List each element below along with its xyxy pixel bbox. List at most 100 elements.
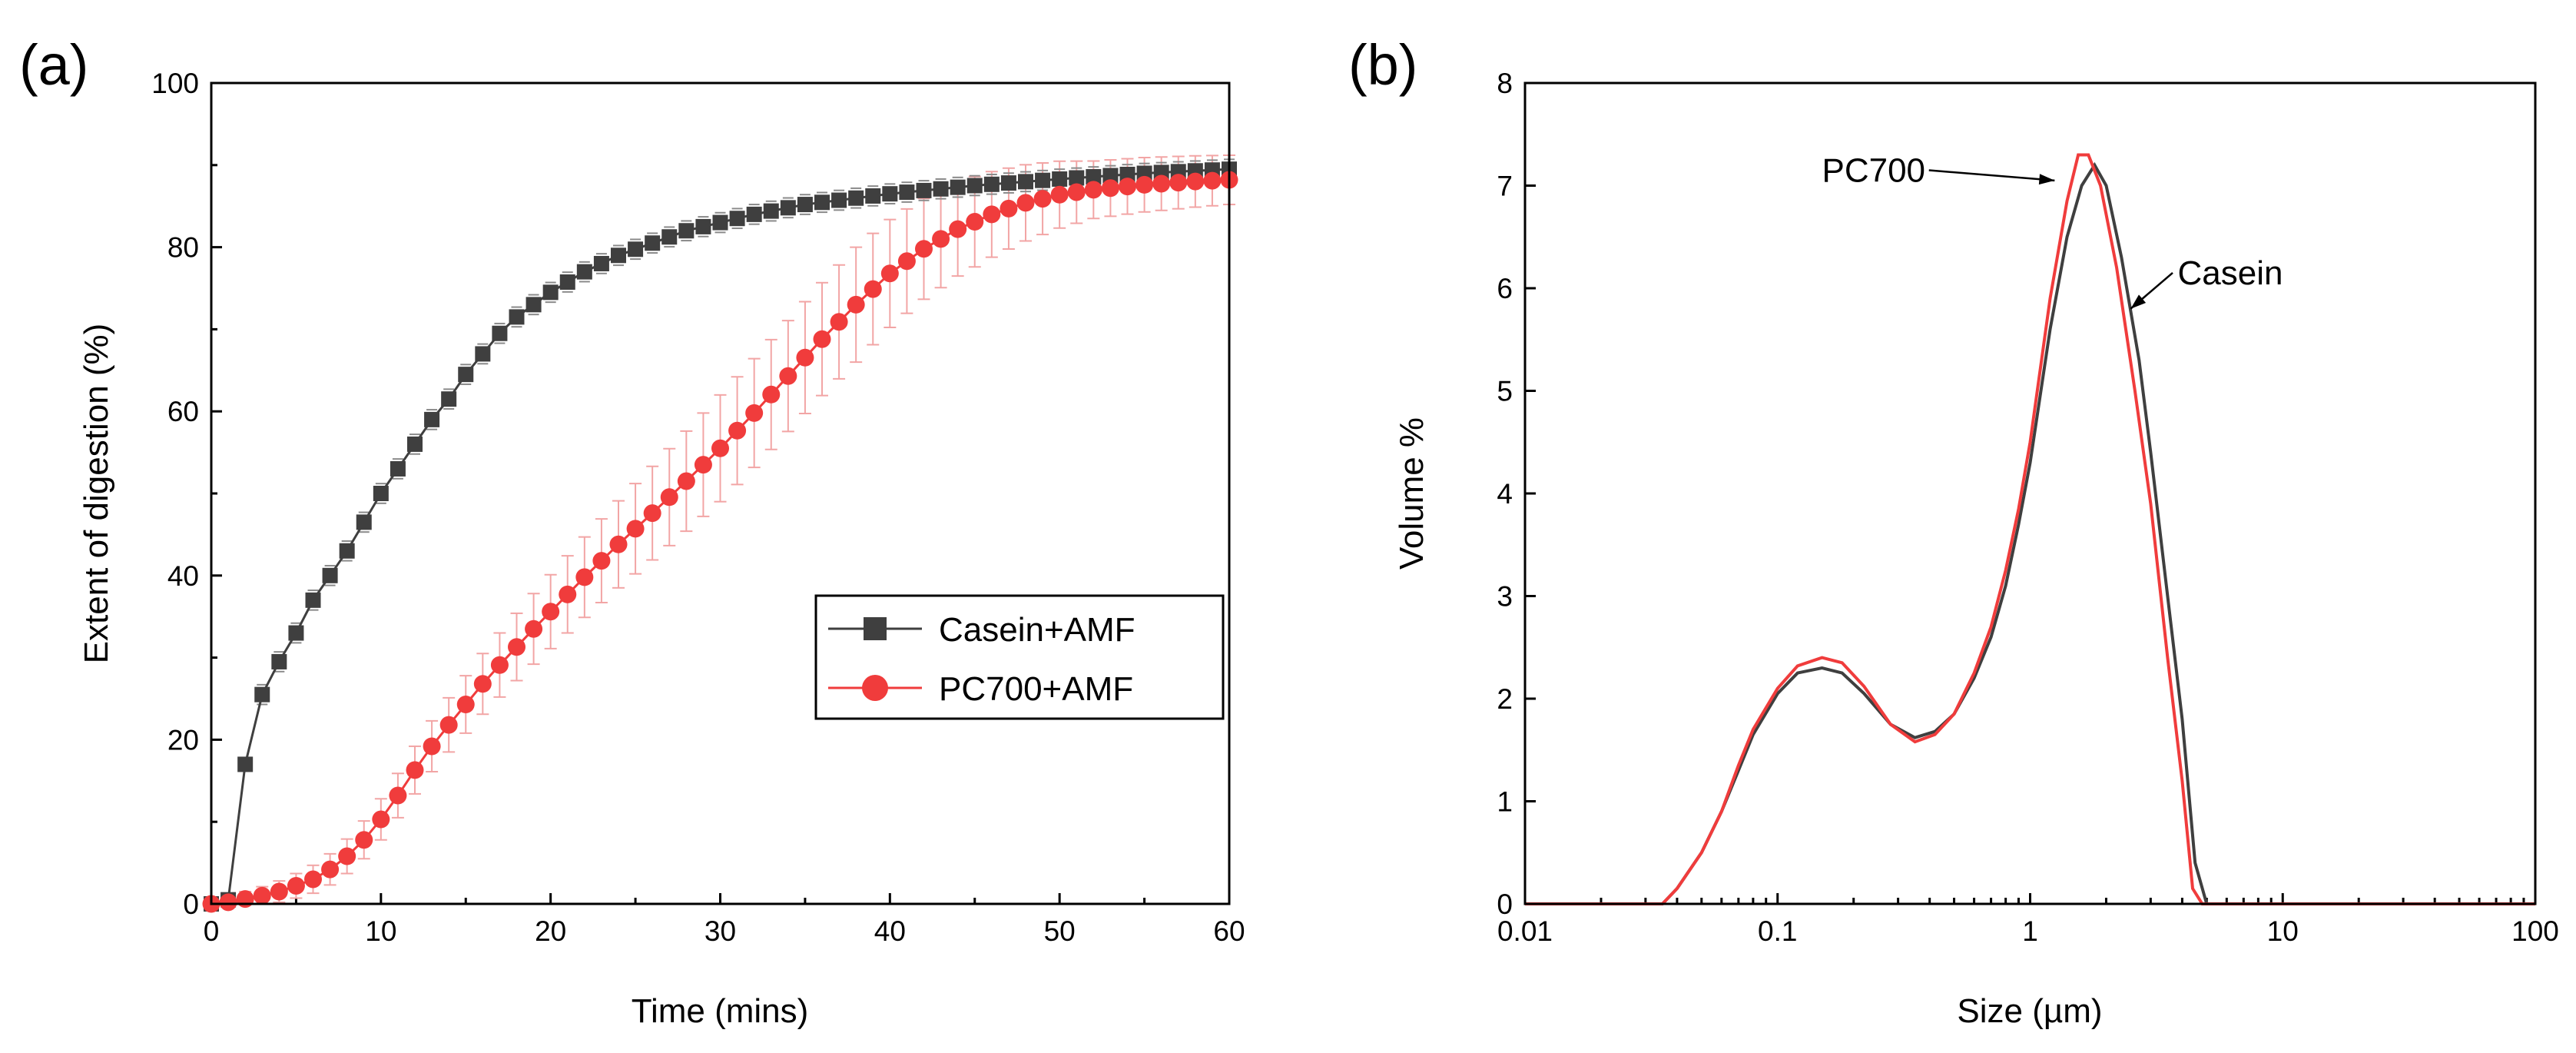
pc700-amf-marker xyxy=(830,313,848,331)
x-tick-label: 0 xyxy=(204,915,220,947)
pc700-error-bars xyxy=(239,154,1235,905)
annotation-casein-label: Casein xyxy=(2178,254,2283,292)
casein-amf-marker xyxy=(1119,166,1135,182)
pc700-amf-marker xyxy=(456,695,475,713)
casein-amf-marker xyxy=(712,214,728,231)
panel-b-plot-frame xyxy=(1523,81,2537,905)
pc700-amf-marker xyxy=(321,860,340,879)
casein-amf-marker xyxy=(1102,168,1119,184)
pc700-amf-marker xyxy=(592,552,611,570)
pc700-amf-markers xyxy=(202,171,1238,913)
panel-b-axis-ticks: 0.01 0.1 1 10 100 0 1 2 3 4 5 6 7 8 xyxy=(1497,68,2558,947)
casein-amf-marker xyxy=(559,274,575,290)
pc700-amf-marker xyxy=(1033,190,1052,208)
casein-amf-marker xyxy=(695,218,711,234)
pc700-amf-marker xyxy=(338,847,356,865)
pc700-amf-marker xyxy=(219,893,237,912)
pc700-amf-marker xyxy=(847,295,865,314)
x-tick-label: 0.01 xyxy=(1497,915,1553,947)
casein-amf-marker xyxy=(797,197,813,213)
casein-amf-marker xyxy=(525,297,542,313)
legend-box xyxy=(814,594,1225,720)
casein-amf-marker xyxy=(661,229,678,245)
panel-b-chart: (b) 0.01 0.1 1 10 100 0 1 2 3 4 5 6 7 8 Size (µm) Vol… xyxy=(1348,33,2559,1030)
pc700-amf-marker xyxy=(643,504,661,523)
x-tick-label: 10 xyxy=(365,915,396,947)
pc700-amf-marker xyxy=(745,404,764,422)
casein-amf-marker xyxy=(305,592,321,608)
pc700-amf-marker xyxy=(473,675,492,693)
casein-amf-marker xyxy=(966,178,983,194)
pc700-amf-marker xyxy=(1000,199,1018,218)
pc700-amf-marker xyxy=(304,870,322,889)
casein-amf-marker xyxy=(322,567,338,583)
casein-amf-marker xyxy=(882,186,898,202)
pc700-amf-marker xyxy=(559,585,577,603)
casein-amf-marker xyxy=(899,184,915,201)
casein-amf-markers xyxy=(204,161,1237,912)
casein-amf-marker xyxy=(356,514,372,530)
pc700-amf-marker xyxy=(1169,174,1188,192)
casein-amf-marker xyxy=(611,247,626,264)
panel-a-chart: (a) 0 10 20 30 40 50 60 0 20 40 60 80 100 Time (mins… xyxy=(19,33,1245,1030)
annotation-pc700-arrowhead xyxy=(2038,174,2055,185)
casein-amf-marker xyxy=(390,460,406,477)
y-tick-label: 1 xyxy=(1497,786,1513,818)
pc700-amf-marker xyxy=(490,656,509,674)
casein-amf-marker xyxy=(780,200,796,216)
x-tick-label: 30 xyxy=(705,915,736,947)
y-tick-label: 6 xyxy=(1497,273,1513,304)
pc700-amf-marker xyxy=(694,456,712,474)
annotation-casein: Casein xyxy=(2130,254,2283,310)
x-tick-label: 50 xyxy=(1044,915,1076,947)
pc700-amf-marker xyxy=(915,240,933,258)
pc700-amf-marker xyxy=(508,638,525,656)
pc700-amf-marker xyxy=(897,252,916,271)
pc700-amf-marker xyxy=(711,439,729,457)
legend-casein-label: Casein+AMF xyxy=(939,611,1135,649)
casein-amf-marker xyxy=(1000,175,1016,191)
casein-amf-marker xyxy=(1086,168,1102,184)
casein-amf-marker xyxy=(576,264,592,280)
y-tick-label: 40 xyxy=(167,560,199,592)
annotation-casein-arrowhead xyxy=(2130,294,2147,309)
casein-amf-marker xyxy=(950,179,966,195)
pc700-amf-marker xyxy=(864,280,882,298)
panel-b-label: (b) xyxy=(1348,33,1417,97)
pc700-amf-marker xyxy=(423,737,441,756)
pc700-amf-marker xyxy=(983,205,1001,224)
pc700-amf-marker xyxy=(1119,178,1136,196)
panel-a-legend: Casein+AMF PC700+AMF xyxy=(814,594,1225,720)
casein-amf-marker xyxy=(645,235,661,251)
pc700-amf-marker xyxy=(270,882,288,901)
x-tick-label: 40 xyxy=(874,915,906,947)
x-tick-label: 100 xyxy=(2511,915,2559,947)
x-tick-label: 10 xyxy=(2267,915,2299,947)
pc700-amf-marker xyxy=(439,716,458,734)
y-tick-label: 7 xyxy=(1497,171,1513,202)
x-tick-label: 0.1 xyxy=(1758,915,1797,947)
y-tick-label: 8 xyxy=(1497,68,1513,99)
pc700-amf-marker xyxy=(932,230,950,248)
pc700-amf-marker xyxy=(677,472,695,490)
casein-amf-marker xyxy=(763,203,779,219)
casein-amf-marker xyxy=(628,241,644,257)
pc700-amf-marker xyxy=(525,620,543,638)
casein-amf-marker xyxy=(373,486,389,501)
pc700-amf-marker xyxy=(949,220,967,238)
casein-amf-marker xyxy=(288,625,304,641)
panel-a-label: (a) xyxy=(19,33,88,97)
casein-amf-marker xyxy=(1069,170,1085,186)
y-tick-label: 60 xyxy=(167,396,199,427)
pc700-amf-marker xyxy=(660,488,678,507)
pc700-amf-marker xyxy=(609,535,628,553)
casein-amf-line xyxy=(211,168,1230,905)
legend-casein-marker xyxy=(864,617,887,640)
pc700-amf-marker xyxy=(966,212,984,231)
y-tick-label: 4 xyxy=(1497,478,1513,510)
casein-amf-marker xyxy=(983,176,1000,192)
casein-amf-marker xyxy=(678,223,695,239)
pc700-amf-marker xyxy=(575,568,594,586)
casein-amf-marker xyxy=(271,653,287,669)
casein-amf-marker xyxy=(1018,174,1033,190)
